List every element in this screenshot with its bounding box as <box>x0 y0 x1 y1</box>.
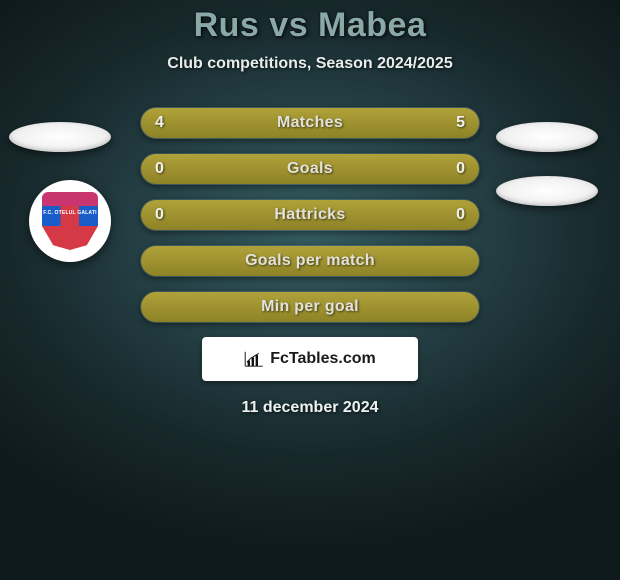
club-logo-placeholder-right-bottom <box>496 176 598 206</box>
bar-min-per-goal: Min per goal <box>140 291 480 323</box>
bar-hattricks-label: Hattricks <box>274 206 345 224</box>
shield-icon: F.C. OTELUL GALATI <box>42 192 98 250</box>
bar-hattricks-left-value: 0 <box>155 206 164 224</box>
bar-hattricks-right-value: 0 <box>456 206 465 224</box>
page-title: Rus vs Mabea <box>0 6 620 45</box>
club-logo-placeholder-right-top <box>496 122 598 152</box>
date-text: 11 december 2024 <box>0 399 620 417</box>
bar-matches-left-value: 4 <box>155 114 164 132</box>
bar-chart-icon <box>244 351 264 367</box>
bar-gpm-label: Goals per match <box>245 252 375 270</box>
bar-matches: 4 Matches 5 <box>140 107 480 139</box>
club-logo-placeholder-left-top <box>9 122 111 152</box>
comparison-bars: 4 Matches 5 0 Goals 0 0 Hattricks 0 Goal… <box>140 107 480 323</box>
badge-text: F.C. OTELUL GALATI <box>42 210 98 216</box>
bar-goals: 0 Goals 0 <box>140 153 480 185</box>
bar-goals-label: Goals <box>287 160 333 178</box>
subtitle: Club competitions, Season 2024/2025 <box>0 55 620 73</box>
bar-goals-left-value: 0 <box>155 160 164 178</box>
club-badge-left: F.C. OTELUL GALATI <box>29 180 111 262</box>
watermark[interactable]: FcTables.com <box>202 337 418 381</box>
bar-goals-per-match: Goals per match <box>140 245 480 277</box>
bar-mpg-label: Min per goal <box>261 298 359 316</box>
bar-goals-right-value: 0 <box>456 160 465 178</box>
bar-hattricks: 0 Hattricks 0 <box>140 199 480 231</box>
bar-matches-label: Matches <box>277 114 343 132</box>
main-content: Rus vs Mabea Club competitions, Season 2… <box>0 0 620 417</box>
bar-matches-right-value: 5 <box>456 114 465 132</box>
watermark-text: FcTables.com <box>270 350 376 368</box>
